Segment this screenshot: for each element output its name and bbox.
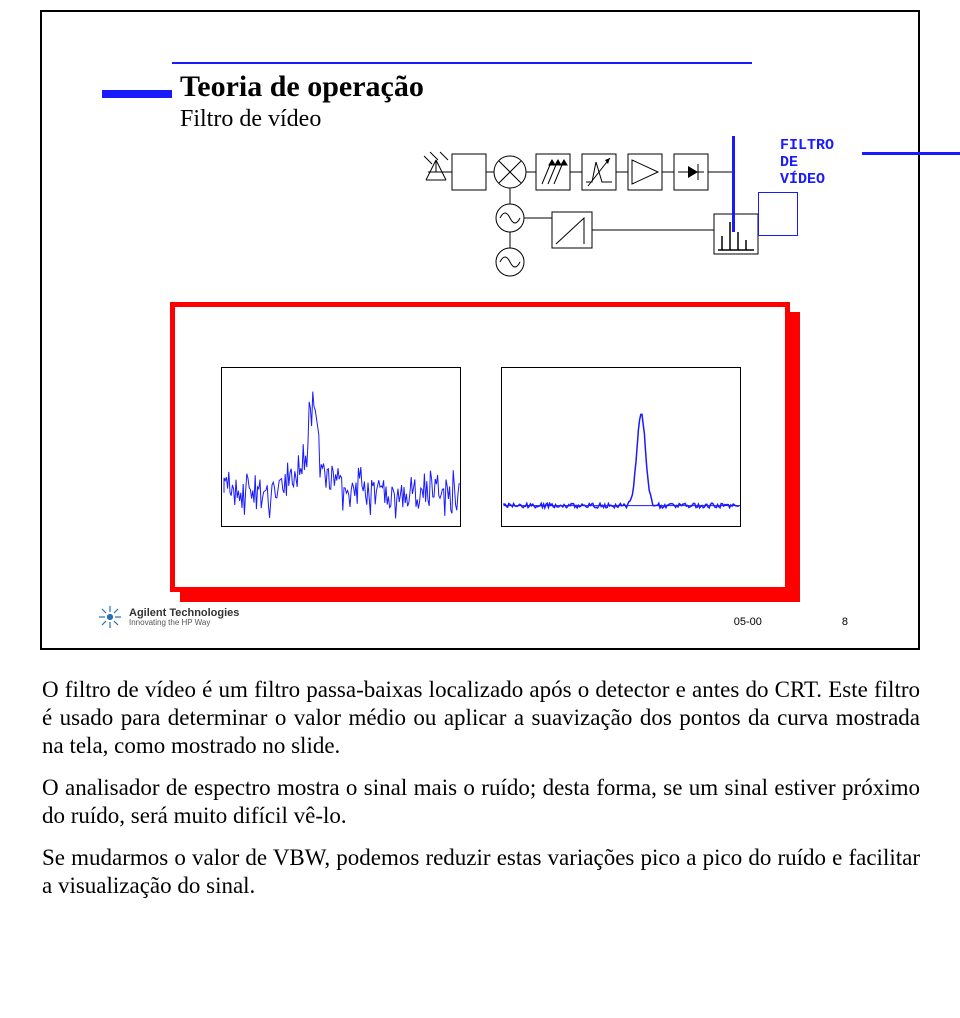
paragraph-3: Se mudarmos o valor de VBW, podemos redu… [42, 844, 920, 900]
paragraph-1: O filtro de vídeo é um filtro passa-baix… [42, 676, 920, 760]
paragraph-2: O analisador de espectro mostra o sinal … [42, 774, 920, 830]
block-diagram: FILTRO DE VÍDEO [422, 132, 922, 292]
title-rule [172, 62, 752, 64]
filtro-label-l2: DE [780, 155, 834, 172]
body-text: O filtro de vídeo é um filtro passa-baix… [42, 676, 920, 914]
logo-name: Agilent Technologies [129, 608, 239, 619]
filtro-label-l1: FILTRO [780, 138, 834, 155]
title-accent-bar [102, 90, 172, 98]
agilent-logo: Agilent Technologies Innovating the HP W… [97, 604, 239, 630]
slide-title: Teoria de operação [180, 70, 424, 104]
footer-code: 05-00 [734, 616, 762, 628]
slide-footer: 05-00 8 [734, 616, 848, 628]
noisy-signal-box [221, 367, 461, 527]
signal-panel [170, 302, 800, 602]
clean-signal-svg [502, 368, 742, 528]
noisy-signal-svg [222, 368, 462, 528]
filtro-label-l3: VÍDEO [780, 172, 834, 189]
blue-rule-vertical [732, 136, 735, 232]
clean-signal-box [501, 367, 741, 527]
title-block: Teoria de operação Filtro de vídeo [180, 70, 424, 133]
blue-rule-right [862, 152, 960, 155]
signal-panel-front [170, 302, 790, 592]
logo-tagline: Innovating the HP Way [129, 619, 239, 627]
slide-subtitle: Filtro de vídeo [180, 106, 424, 133]
slide-frame: Teoria de operação Filtro de vídeo [40, 10, 920, 650]
block-diagram-svg [422, 132, 922, 302]
footer-page: 8 [842, 616, 848, 628]
logo-text: Agilent Technologies Innovating the HP W… [129, 608, 239, 627]
video-filter-label: FILTRO DE VÍDEO [780, 138, 834, 188]
video-filter-box [758, 192, 798, 236]
logo-burst-icon [97, 604, 123, 630]
